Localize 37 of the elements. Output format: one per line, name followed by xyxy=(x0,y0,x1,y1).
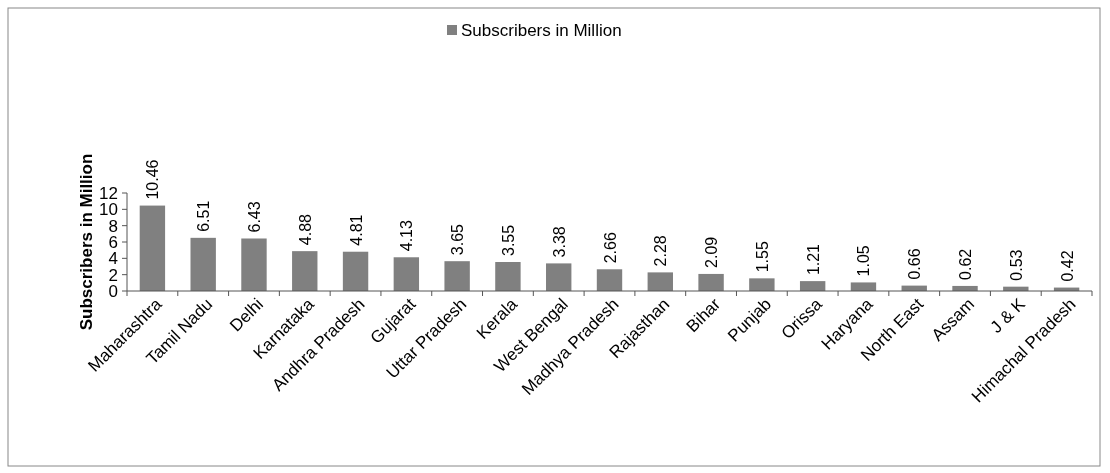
data-label: 0.53 xyxy=(1007,249,1025,281)
data-label: 0.62 xyxy=(957,248,975,280)
bar xyxy=(292,251,318,291)
data-label: 6.43 xyxy=(245,201,263,233)
data-label: 4.88 xyxy=(296,213,314,246)
data-label: 4.13 xyxy=(398,220,416,252)
bar xyxy=(546,263,572,291)
data-label: 3.55 xyxy=(499,224,517,257)
data-label: 2.28 xyxy=(652,235,670,267)
data-label: 4.81 xyxy=(347,214,365,246)
data-label: 0.66 xyxy=(906,248,924,280)
bar xyxy=(749,278,775,291)
data-label: 2.66 xyxy=(601,232,619,264)
bar xyxy=(850,282,877,291)
bar xyxy=(647,272,673,291)
x-tick-label: J & K xyxy=(986,294,1030,337)
data-label: 0.42 xyxy=(1058,250,1076,282)
data-label: 6.51 xyxy=(195,200,213,232)
legend-label: Subscribers in Million xyxy=(461,20,622,40)
bar xyxy=(698,273,724,291)
bar xyxy=(495,262,521,291)
bar xyxy=(139,205,166,291)
bar xyxy=(342,251,369,291)
data-label: 2.09 xyxy=(703,236,721,268)
data-label: 3.38 xyxy=(550,226,568,258)
data-label: 1.05 xyxy=(855,245,873,277)
bar xyxy=(190,237,216,291)
y-tick-label: 12 xyxy=(99,183,118,203)
bar xyxy=(444,261,470,291)
bar xyxy=(393,257,420,291)
data-label: 3.65 xyxy=(449,223,467,256)
bar xyxy=(799,281,826,291)
bar xyxy=(596,269,623,291)
data-label: 1.21 xyxy=(804,243,822,276)
bar xyxy=(241,238,267,291)
data-label: 10.46 xyxy=(144,159,162,200)
data-label: 1.55 xyxy=(753,241,771,273)
